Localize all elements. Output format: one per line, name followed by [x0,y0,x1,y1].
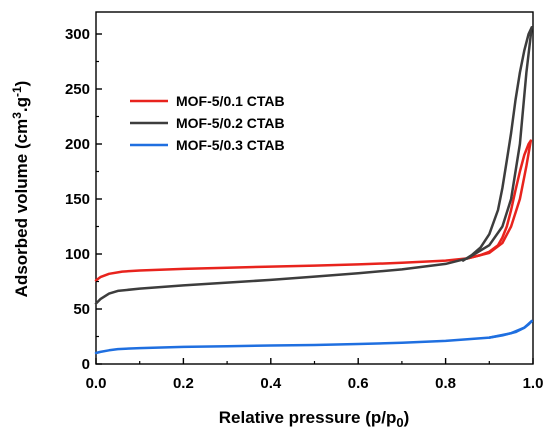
y-tick-label: 100 [65,246,90,263]
x-tick-label: 0.6 [348,375,369,392]
x-tick-label: 0.4 [260,375,282,392]
y-tick-label: 0 [82,356,90,373]
plot-lines [94,26,533,355]
plot-frame [95,11,534,365]
y-tick-label: 300 [65,26,90,43]
legend-label-2: MOF-5/0.3 CTAB [176,137,285,153]
legend-label-0: MOF-5/0.1 CTAB [176,93,285,109]
y-tick-label: 200 [65,136,90,153]
legend-label-1: MOF-5/0.2 CTAB [176,115,285,131]
x-tick-label: 0.8 [435,375,456,392]
y-tick-label: 50 [73,301,90,318]
x-tick-label: 1.0 [523,375,544,392]
legend: MOF-5/0.1 CTAB MOF-5/0.2 CTAB MOF-5/0.3 … [130,93,285,153]
y-axis: 0 50 100 150 200 250 300 [65,26,102,373]
y-tick-label: 250 [65,81,90,98]
y-axis-title: Adsorbed volume (cm3.g-1) [10,81,31,298]
x-tick-label: 0.0 [86,375,107,392]
series-1-adsorption-line [94,26,533,305]
x-axis: 0.0 0.2 0.4 0.6 0.8 1.0 [86,358,544,392]
y-tick-label: 150 [65,191,90,208]
series-0-adsorption-line [94,139,533,282]
series-0-desorption-line [466,139,533,260]
series-2-desorption-line [488,319,533,339]
series-2-adsorption-line [94,319,533,355]
x-axis-title: Relative pressure (p/p0) [219,408,410,430]
x-tick-label: 0.2 [173,375,194,392]
series-1-desorption-line [461,26,533,262]
